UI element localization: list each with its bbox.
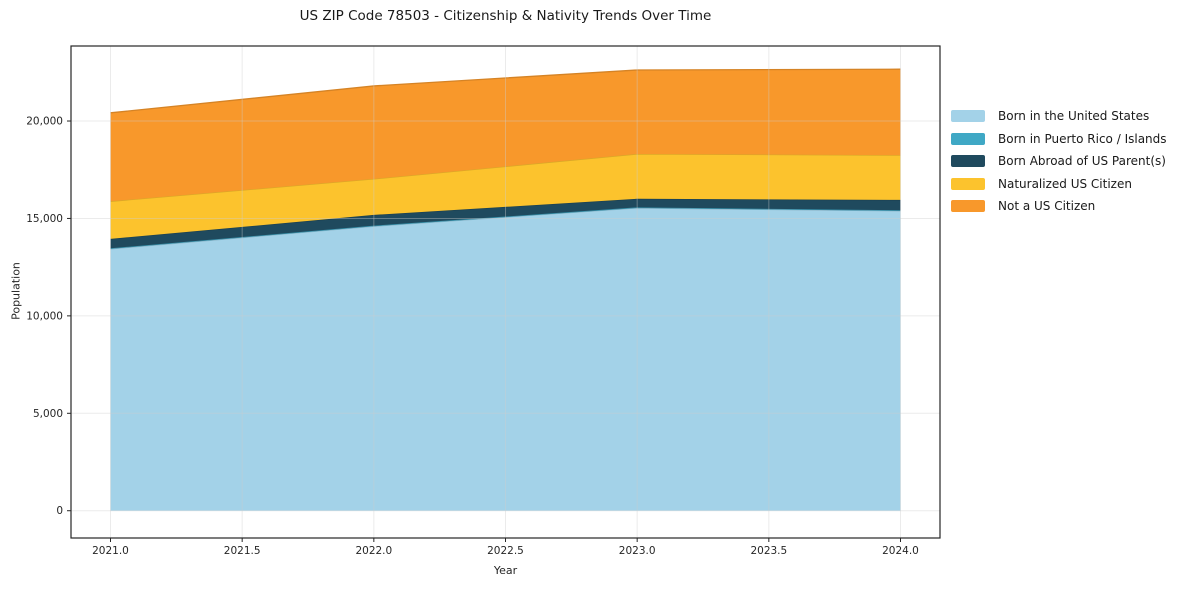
area-band	[110, 69, 901, 202]
x-tick-label: 2022.0	[355, 545, 392, 557]
legend-label: Naturalized US Citizen	[998, 176, 1132, 191]
area-band-edge	[110, 68, 901, 114]
y-tick-label: 10,000	[26, 310, 63, 322]
area-band	[110, 207, 901, 511]
y-tick-label: 20,000	[26, 116, 63, 128]
legend-item: Not a US Citizen	[951, 200, 1186, 212]
legend-swatch-born-abroad	[951, 155, 985, 167]
legend-item: Born Abroad of US Parent(s)	[951, 155, 1186, 167]
x-tick-label: 2024.0	[882, 545, 919, 557]
legend: Born in the United States Born in Puerto…	[951, 110, 1186, 223]
area-band	[110, 198, 901, 249]
legend-label: Born in the United States	[998, 109, 1150, 123]
x-tick-label: 2023.5	[750, 545, 787, 557]
legend-swatch-born-us	[951, 110, 985, 122]
legend-swatch-naturalized	[951, 177, 985, 190]
y-tick-label: 5,000	[33, 408, 63, 420]
legend-swatch-born-pr	[951, 132, 985, 145]
legend-label: Born Abroad of US Parent(s)	[998, 154, 1166, 168]
legend-item: Born in the United States	[951, 110, 1186, 122]
y-tick-label: 0	[56, 505, 63, 517]
x-axis-label: Year	[493, 564, 518, 577]
y-tick-label: 15,000	[26, 213, 63, 225]
legend-swatch-not-citizen	[951, 200, 985, 212]
chart-title: US ZIP Code 78503 - Citizenship & Nativi…	[299, 8, 712, 24]
x-tick-label: 2021.0	[92, 545, 129, 557]
legend-label: Born in Puerto Rico / Islands	[998, 131, 1167, 146]
legend-label: Not a US Citizen	[998, 199, 1096, 213]
legend-item: Born in Puerto Rico / Islands	[951, 131, 1186, 146]
x-tick-label: 2023.0	[619, 545, 656, 557]
x-tick-label: 2021.5	[224, 545, 261, 557]
legend-item: Naturalized US Citizen	[951, 176, 1186, 191]
x-tick-label: 2022.5	[487, 545, 524, 557]
area-band	[110, 153, 901, 239]
